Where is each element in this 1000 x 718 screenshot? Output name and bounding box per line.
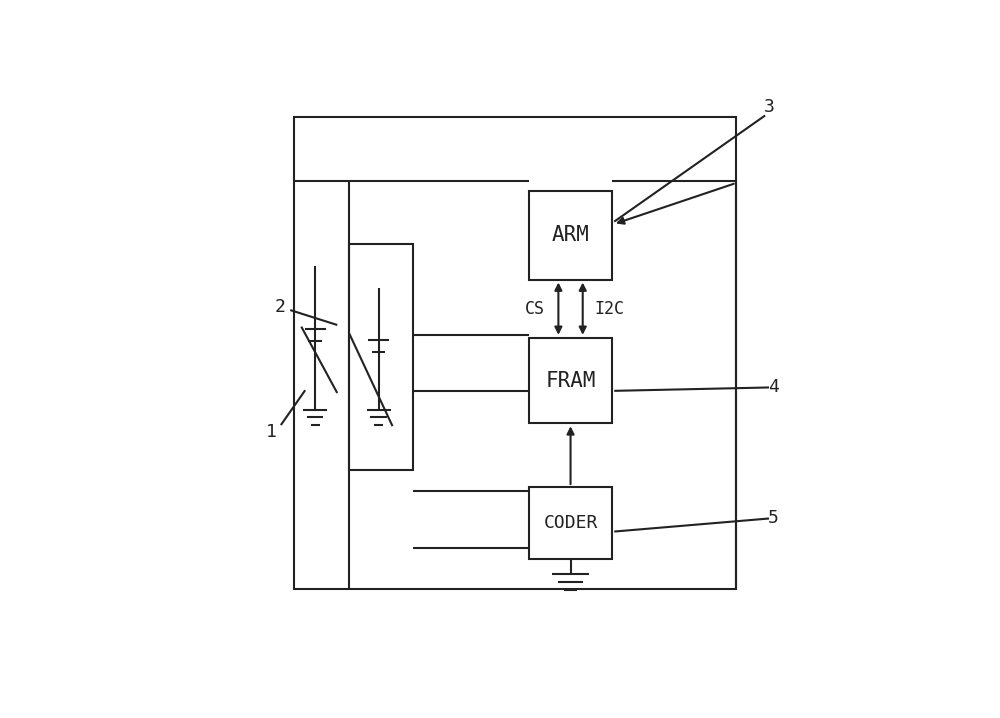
Bar [529,337,612,424]
Text: CS: CS [525,299,545,317]
Text: CODER: CODER [543,514,598,532]
Bar [529,487,612,559]
Bar [294,116,736,589]
Bar [349,243,413,470]
Text: ARM: ARM [552,225,589,246]
Text: 1: 1 [265,423,276,441]
Text: 3: 3 [764,98,775,116]
Text: 4: 4 [768,378,779,396]
Text: 5: 5 [768,510,779,528]
Bar [529,191,612,279]
Text: I2C: I2C [594,299,624,317]
Text: FRAM: FRAM [545,370,596,391]
Text: 2: 2 [275,298,286,317]
